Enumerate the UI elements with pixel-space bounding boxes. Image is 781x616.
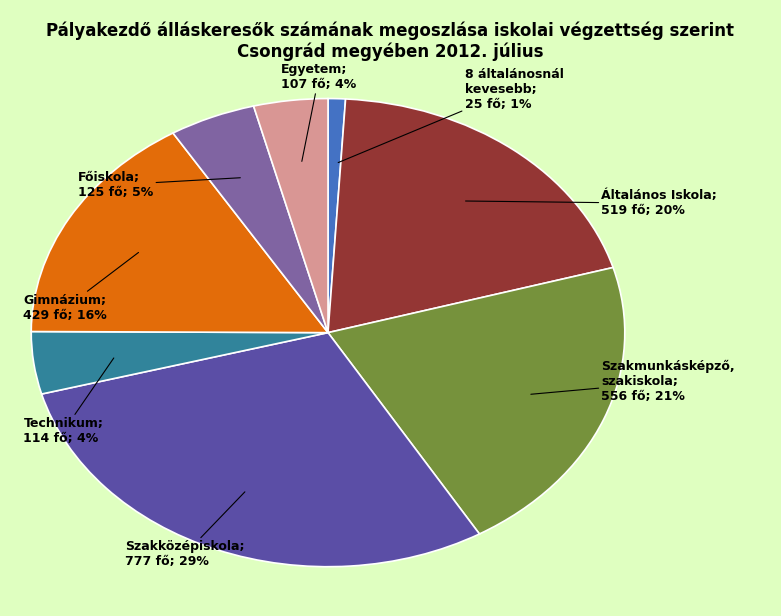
Wedge shape [31,331,328,394]
Text: Pályakezdő álláskeresők számának megoszlása iskolai végzettség szerint
Csongrád : Pályakezdő álláskeresők számának megoszl… [47,22,734,62]
Text: Gimnázium;
429 fő; 16%: Gimnázium; 429 fő; 16% [23,253,138,322]
Text: 8 általánosnál
kevesebb;
25 fő; 1%: 8 általánosnál kevesebb; 25 fő; 1% [338,68,564,163]
Text: Főiskola;
125 fő; 5%: Főiskola; 125 fő; 5% [78,171,241,199]
Text: Technikum;
114 fő; 4%: Technikum; 114 fő; 4% [23,358,114,445]
Text: Egyetem;
107 fő; 4%: Egyetem; 107 fő; 4% [281,63,356,161]
Wedge shape [328,99,345,333]
Text: Szakmunkásképző,
szakiskola;
556 fő; 21%: Szakmunkásképző, szakiskola; 556 fő; 21% [531,360,735,403]
Wedge shape [41,333,480,567]
Wedge shape [328,99,613,333]
Wedge shape [31,133,328,333]
Wedge shape [328,267,625,534]
Wedge shape [254,99,328,333]
Text: Általános Iskola;
519 fő; 20%: Általános Iskola; 519 fő; 20% [465,189,717,217]
Wedge shape [173,106,328,333]
Text: Szakközépiskola;
777 fő; 29%: Szakközépiskola; 777 fő; 29% [125,492,245,569]
